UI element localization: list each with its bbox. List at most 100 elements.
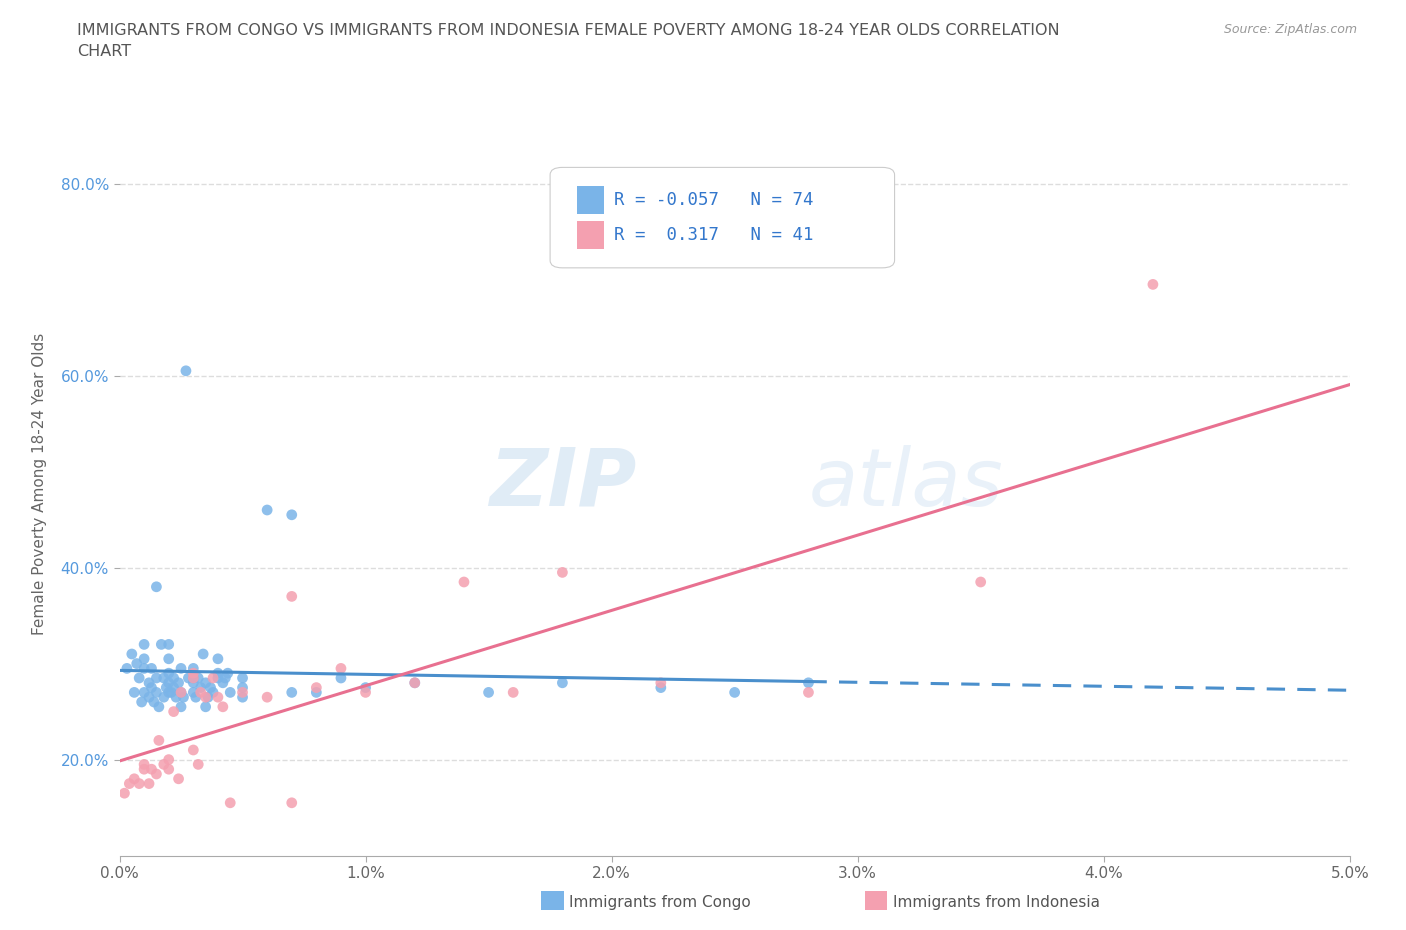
Point <box>163 671 186 685</box>
Point <box>970 575 993 590</box>
Point <box>207 690 229 705</box>
Point <box>256 502 278 517</box>
Point <box>502 685 524 700</box>
Point <box>124 771 146 786</box>
Point <box>354 685 377 700</box>
Point <box>281 795 304 810</box>
Point <box>231 671 254 685</box>
Point <box>183 661 205 676</box>
Point <box>141 762 163 777</box>
Point <box>132 685 156 700</box>
Point <box>190 680 212 695</box>
Point <box>174 364 197 379</box>
Point <box>650 680 672 695</box>
Point <box>194 675 217 690</box>
Point <box>170 699 193 714</box>
Point <box>183 685 205 700</box>
Point <box>797 675 820 690</box>
Point <box>121 646 143 661</box>
Point <box>477 685 501 700</box>
Point <box>155 680 177 695</box>
Point <box>145 671 167 685</box>
Point <box>191 646 215 661</box>
Point <box>138 675 160 690</box>
Point <box>157 752 180 767</box>
Point <box>202 685 225 700</box>
Point <box>118 777 141 791</box>
Point <box>219 795 242 810</box>
Point <box>305 680 328 695</box>
Point <box>165 690 187 705</box>
Text: Immigrants from Indonesia: Immigrants from Indonesia <box>893 895 1099 910</box>
Point <box>124 685 146 700</box>
Point <box>128 671 150 685</box>
Point <box>183 742 205 757</box>
Point <box>187 757 209 772</box>
Point <box>329 661 352 676</box>
Point <box>190 685 212 700</box>
Point <box>163 704 186 719</box>
Point <box>183 671 205 685</box>
Point <box>125 657 148 671</box>
Point <box>183 675 205 690</box>
Point <box>256 690 278 705</box>
Point <box>143 695 166 710</box>
Point <box>202 671 225 685</box>
Point <box>131 695 153 710</box>
Point <box>114 786 135 801</box>
Point <box>453 575 475 590</box>
Point <box>157 637 180 652</box>
Point <box>128 777 150 791</box>
Point <box>200 680 222 695</box>
Point <box>160 685 183 700</box>
Point <box>183 671 205 685</box>
Point <box>153 757 174 772</box>
Point <box>167 771 190 786</box>
Point <box>132 762 156 777</box>
Point <box>141 661 163 676</box>
Point <box>163 680 186 695</box>
Point <box>141 680 163 695</box>
Point <box>184 690 207 705</box>
Point <box>138 690 160 705</box>
Point <box>132 651 156 666</box>
Point <box>132 757 156 772</box>
Point <box>305 685 328 700</box>
Point <box>797 685 820 700</box>
Point <box>211 699 233 714</box>
Point <box>404 675 426 690</box>
Point <box>194 699 217 714</box>
Text: atlas: atlas <box>808 445 1004 523</box>
Point <box>231 680 254 695</box>
Point <box>115 661 138 676</box>
Point <box>132 637 156 652</box>
Point <box>551 675 574 690</box>
Point <box>207 671 229 685</box>
Point <box>194 690 217 705</box>
Point <box>153 671 174 685</box>
Point <box>207 666 229 681</box>
Point <box>145 579 167 594</box>
Point <box>354 680 377 695</box>
Text: IMMIGRANTS FROM CONGO VS IMMIGRANTS FROM INDONESIA FEMALE POVERTY AMONG 18-24 YE: IMMIGRANTS FROM CONGO VS IMMIGRANTS FROM… <box>77 23 1060 60</box>
Text: Immigrants from Congo: Immigrants from Congo <box>569 895 751 910</box>
Point <box>197 690 219 705</box>
FancyBboxPatch shape <box>578 186 605 214</box>
Point <box>281 508 304 523</box>
Point <box>157 651 180 666</box>
FancyBboxPatch shape <box>578 221 605 249</box>
Point <box>281 589 304 604</box>
Point <box>231 690 254 705</box>
Point <box>167 675 190 690</box>
Point <box>650 675 672 690</box>
Point <box>153 690 174 705</box>
Text: ZIP: ZIP <box>489 445 636 523</box>
Point <box>183 666 205 681</box>
Point <box>170 685 193 700</box>
Point <box>723 685 745 700</box>
Y-axis label: Female Poverty Among 18-24 Year Olds: Female Poverty Among 18-24 Year Olds <box>32 333 46 635</box>
Point <box>157 675 180 690</box>
Point <box>145 766 167 781</box>
Point <box>1142 277 1164 292</box>
Point <box>157 762 180 777</box>
